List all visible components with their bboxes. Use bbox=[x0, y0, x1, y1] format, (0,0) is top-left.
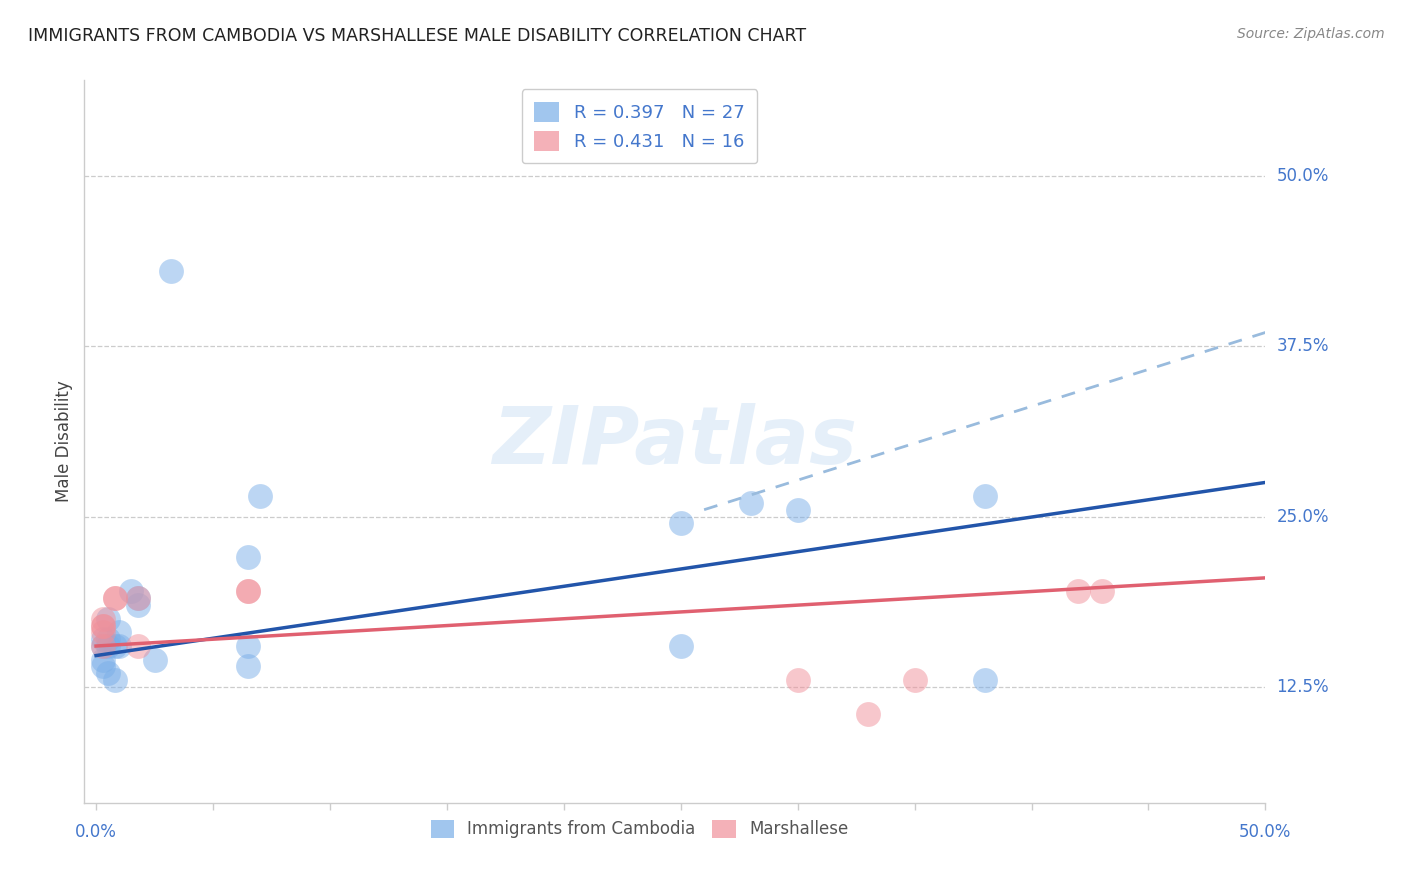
Point bbox=[104, 591, 127, 606]
Point bbox=[91, 653, 114, 667]
Point bbox=[973, 673, 995, 687]
Text: 50.0%: 50.0% bbox=[1277, 167, 1329, 185]
Y-axis label: Male Disability: Male Disability bbox=[55, 381, 73, 502]
Point bbox=[236, 584, 259, 599]
Point bbox=[236, 639, 259, 653]
Point bbox=[97, 612, 120, 626]
Point bbox=[236, 659, 259, 673]
Text: Source: ZipAtlas.com: Source: ZipAtlas.com bbox=[1237, 27, 1385, 41]
Point bbox=[669, 516, 692, 531]
Point bbox=[91, 618, 114, 632]
Text: IMMIGRANTS FROM CAMBODIA VS MARSHALLESE MALE DISABILITY CORRELATION CHART: IMMIGRANTS FROM CAMBODIA VS MARSHALLESE … bbox=[28, 27, 806, 45]
Point bbox=[104, 639, 127, 653]
Text: 0.0%: 0.0% bbox=[75, 823, 117, 841]
Point bbox=[120, 584, 142, 599]
Point bbox=[236, 550, 259, 565]
Point bbox=[97, 639, 120, 653]
Point bbox=[97, 632, 120, 647]
Text: ZIPatlas: ZIPatlas bbox=[492, 402, 858, 481]
Point bbox=[669, 639, 692, 653]
Point bbox=[236, 584, 259, 599]
Legend: Immigrants from Cambodia, Marshallese: Immigrants from Cambodia, Marshallese bbox=[425, 813, 855, 845]
Point bbox=[1091, 584, 1114, 599]
Text: 50.0%: 50.0% bbox=[1239, 823, 1292, 841]
Point bbox=[160, 264, 183, 278]
Point bbox=[903, 673, 925, 687]
Text: 12.5%: 12.5% bbox=[1277, 678, 1329, 696]
Point bbox=[127, 598, 149, 612]
Point bbox=[973, 489, 995, 503]
Text: 25.0%: 25.0% bbox=[1277, 508, 1329, 525]
Point bbox=[91, 632, 114, 647]
Point bbox=[786, 502, 808, 516]
Point bbox=[127, 591, 149, 606]
Point bbox=[97, 666, 120, 681]
Point bbox=[108, 625, 131, 640]
Point bbox=[91, 625, 114, 640]
Point bbox=[127, 639, 149, 653]
Point bbox=[91, 618, 114, 632]
Point bbox=[104, 591, 127, 606]
Point bbox=[740, 496, 762, 510]
Point bbox=[127, 591, 149, 606]
Point bbox=[91, 612, 114, 626]
Point bbox=[91, 639, 114, 653]
Point bbox=[104, 673, 127, 687]
Point bbox=[249, 489, 271, 503]
Point bbox=[91, 639, 114, 653]
Point bbox=[108, 639, 131, 653]
Point bbox=[91, 659, 114, 673]
Point bbox=[1067, 584, 1090, 599]
Point bbox=[786, 673, 808, 687]
Point bbox=[143, 653, 166, 667]
Point bbox=[856, 707, 879, 722]
Text: 37.5%: 37.5% bbox=[1277, 337, 1329, 355]
